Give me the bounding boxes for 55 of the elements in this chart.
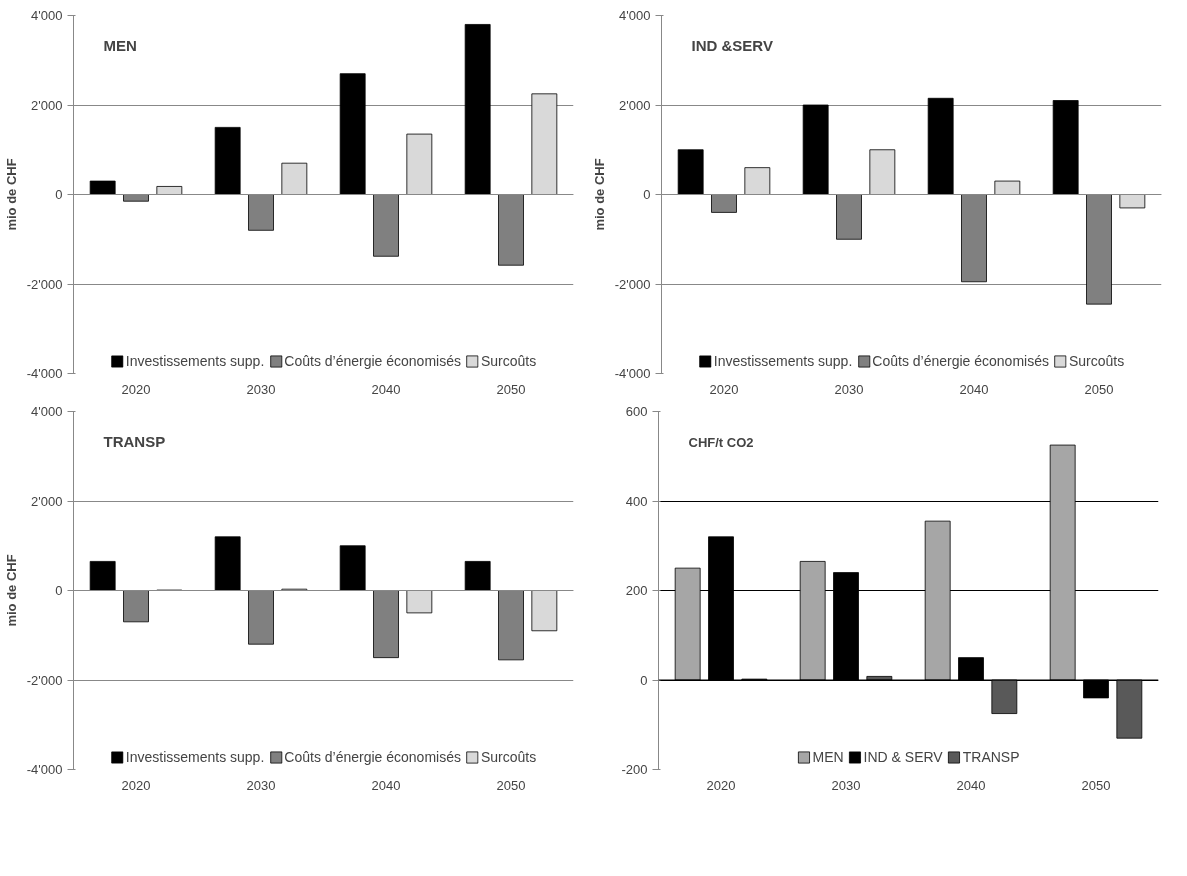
y-tick-label: 0 [643, 187, 651, 202]
text: CHF/t CO2 [688, 434, 754, 450]
text: TRANSP [103, 432, 166, 450]
y-tick-label: 4'000 [31, 8, 63, 23]
x-tick-label: 2050 [496, 777, 526, 793]
y-axis-title: mio de CHF [591, 158, 607, 231]
y-tick-label: 2'000 [619, 97, 651, 113]
y-tick-label: -2'000 [26, 672, 63, 688]
legend-label: Investissements supp. [125, 353, 265, 369]
legend-label: MEN [812, 749, 844, 765]
legend-label: Investissements supp. [125, 749, 265, 765]
x-tick-label: 2020 [706, 777, 736, 793]
y-tick-label: 2'000 [31, 97, 63, 113]
x-tick-label: 2020 [121, 777, 151, 793]
y-tick-label: -2'000 [26, 276, 63, 292]
legend-label: Surcoûts [480, 353, 537, 369]
y-tick-label: 600 [625, 404, 648, 419]
legend-label: Coûts d’énergie économisés [284, 749, 461, 765]
y-tick-label: 2'000 [31, 493, 63, 509]
x-tick-label: 2030 [246, 777, 276, 793]
y-tick-label: -200 [621, 762, 648, 777]
legend-label: Investissements supp. [713, 353, 853, 369]
y-tick-label: -2'000 [614, 276, 651, 292]
x-tick-label: 2030 [246, 381, 276, 397]
text: MEN [103, 36, 137, 54]
x-tick-label: 2040 [956, 777, 986, 793]
y-axis-title: mio de CHF [3, 554, 19, 627]
y-tick-label: 0 [55, 583, 63, 598]
legend-label: Coûts d’énergie économisés [872, 353, 1049, 369]
y-tick-label: 0 [55, 187, 63, 202]
y-tick-label: 4'000 [619, 8, 651, 23]
text: IND &SERV [691, 36, 773, 54]
legend-label: Coûts d’énergie économisés [284, 353, 461, 369]
x-tick-label: 2030 [834, 381, 864, 397]
x-tick-label: 2050 [1084, 381, 1114, 397]
x-tick-label: 2040 [371, 381, 401, 397]
y-tick-label: 0 [640, 672, 648, 688]
x-tick-label: 2030 [831, 777, 861, 793]
x-tick-label: 2020 [709, 381, 739, 397]
legend-label: Surcoûts [480, 749, 537, 765]
legend-label: IND & SERV [863, 749, 943, 765]
legend-label: Surcoûts [1068, 353, 1125, 369]
y-axis-title: mio de CHF [3, 158, 19, 231]
y-tick-label: 400 [625, 493, 648, 509]
x-tick-label: 2020 [121, 381, 151, 397]
x-tick-label: 2050 [1081, 777, 1111, 793]
y-tick-label: 200 [625, 583, 648, 598]
y-tick-label: 4'000 [31, 404, 63, 419]
x-tick-label: 2050 [496, 381, 526, 397]
x-tick-label: 2040 [371, 777, 401, 793]
y-tick-label: -4'000 [26, 366, 63, 381]
y-tick-label: -4'000 [26, 762, 63, 777]
x-tick-label: 2040 [959, 381, 989, 397]
y-tick-label: -4'000 [614, 366, 651, 381]
legend-label: TRANSP [962, 749, 1020, 765]
